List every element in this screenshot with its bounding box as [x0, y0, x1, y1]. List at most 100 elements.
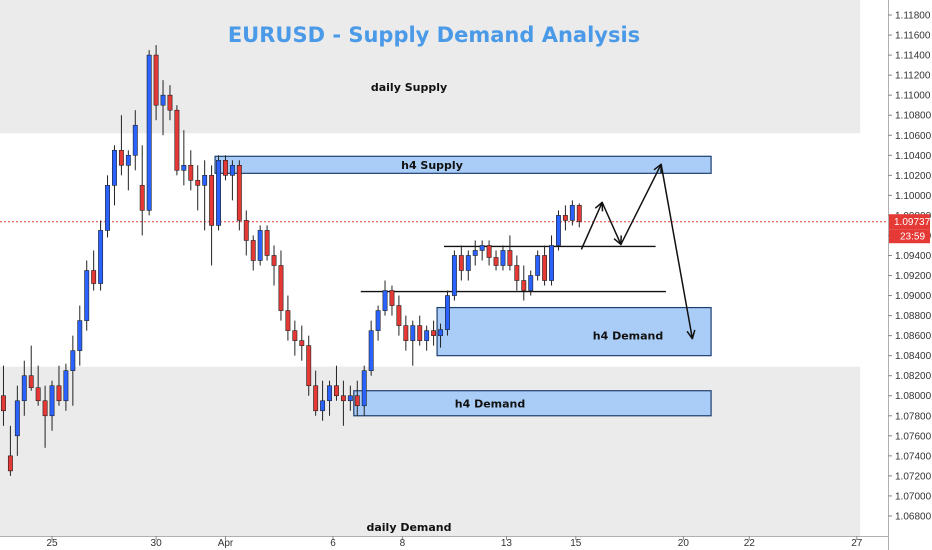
candle-down: [195, 165, 201, 211]
price-tick-label: 1.07600: [895, 431, 932, 442]
candle-body: [188, 165, 194, 181]
price-tick-label: 1.11000: [895, 91, 931, 102]
candle-up: [445, 290, 450, 336]
candle-up: [382, 280, 388, 316]
level-lines-layer: [360, 245, 666, 293]
candle-body: [479, 245, 485, 251]
candle-body: [174, 109, 180, 171]
candle-up: [569, 200, 575, 226]
candle-up: [410, 320, 416, 366]
bar-timer-badge-bg: [889, 229, 930, 244]
candle-up: [500, 245, 506, 271]
candle-up: [14, 385, 20, 456]
time-tick-label: 13: [501, 538, 513, 549]
candle-up: [479, 240, 485, 261]
candle-body: [243, 220, 249, 241]
projection-arrow-down-icon: [613, 235, 622, 246]
price-tick-label: 1.08400: [895, 351, 932, 362]
candle-body: [493, 257, 499, 266]
candle-body: [556, 215, 561, 246]
time-tick-label: 15: [570, 538, 582, 549]
price-tick-label: 1.11400: [895, 51, 931, 62]
candle-body: [195, 180, 201, 186]
candle-body: [125, 154, 131, 166]
candle-body: [105, 185, 110, 231]
price-tick-label: 1.11200: [895, 71, 931, 82]
chart-title: EURUSD - Supply Demand Analysis: [228, 23, 640, 47]
candle-body: [403, 325, 409, 341]
candle-body: [264, 230, 270, 256]
candle-body: [146, 54, 152, 211]
candle-down: [562, 205, 568, 231]
price-tick-label: 1.07000: [895, 491, 932, 502]
candle-body: [535, 255, 541, 276]
price-tick-label: 1.10000: [895, 191, 932, 202]
candle-body: [486, 245, 492, 258]
price-axis-background: [888, 0, 932, 550]
candle-down: [285, 295, 291, 341]
zone-labels-layer: daily Supply daily Demand h4 Supply h4 Dema…: [366, 81, 663, 534]
h4-zone-box: [353, 390, 712, 417]
candle-body: [472, 250, 478, 256]
price-tick-label: 1.10400: [895, 151, 932, 162]
candle-down: [174, 105, 180, 176]
candle-down: [507, 235, 513, 271]
candle-up: [63, 363, 69, 411]
candle-body: [320, 400, 326, 412]
price-tick-label: 1.08600: [895, 331, 932, 342]
candle-body: [542, 255, 548, 281]
price-tick-label: 1.08200: [895, 371, 932, 382]
candle-up: [181, 130, 187, 186]
candle-body: [250, 240, 256, 261]
candle-body: [451, 255, 457, 296]
candle-body: [424, 330, 430, 341]
candle-body: [417, 325, 423, 341]
candle-up: [549, 235, 554, 286]
price-axis[interactable]: 1.11800 1.11600 1.11400 1.11200 1.11000 1.108…: [888, 0, 932, 550]
candle-up: [451, 250, 457, 301]
candle-body: [445, 295, 450, 330]
candle-body: [216, 159, 221, 226]
bar-timer-value: 23:59: [900, 232, 925, 243]
bar-timer-badge: 23:59: [889, 229, 930, 244]
candle-down: [118, 115, 124, 176]
price-tick-label: 1.11800: [895, 11, 931, 22]
candle-up: [361, 365, 367, 416]
candle-down: [264, 225, 270, 261]
candle-down: [313, 370, 319, 416]
time-axis[interactable]: 25 30 Apr 6 8 13 15 20 22 27: [0, 536, 888, 549]
candle-up: [77, 305, 83, 366]
candle-body: [410, 325, 416, 341]
candle-body: [84, 270, 90, 321]
candle-body: [361, 370, 367, 407]
candle-down: [458, 245, 464, 281]
candle-body: [160, 94, 166, 106]
candle-body: [63, 370, 69, 402]
candle-body: [132, 124, 138, 156]
time-tick-label: 6: [330, 538, 336, 549]
candle-body: [368, 330, 374, 371]
candle-down: [521, 265, 527, 301]
time-tick-label: 27: [851, 538, 863, 549]
candle-body: [569, 205, 575, 221]
candle-down: [417, 315, 423, 346]
candle-body: [334, 385, 339, 397]
candle-down: [7, 425, 13, 476]
candle-body: [91, 270, 97, 284]
candle-up: [146, 50, 152, 216]
candle-body: [528, 275, 534, 291]
candle-up: [375, 305, 381, 341]
candle-up: [70, 335, 76, 406]
time-tick-label: 25: [46, 538, 58, 549]
candle-body: [236, 165, 242, 221]
candle-body: [278, 265, 284, 311]
candle-up: [21, 360, 27, 416]
candle-down: [35, 365, 41, 406]
candle-body: [153, 54, 159, 106]
current-price-value: 1.09737: [894, 217, 931, 228]
candle-body: [313, 385, 319, 412]
price-tick-label: 1.07200: [895, 471, 932, 482]
candle-down: [271, 245, 277, 286]
candles-layer: [1, 45, 582, 476]
